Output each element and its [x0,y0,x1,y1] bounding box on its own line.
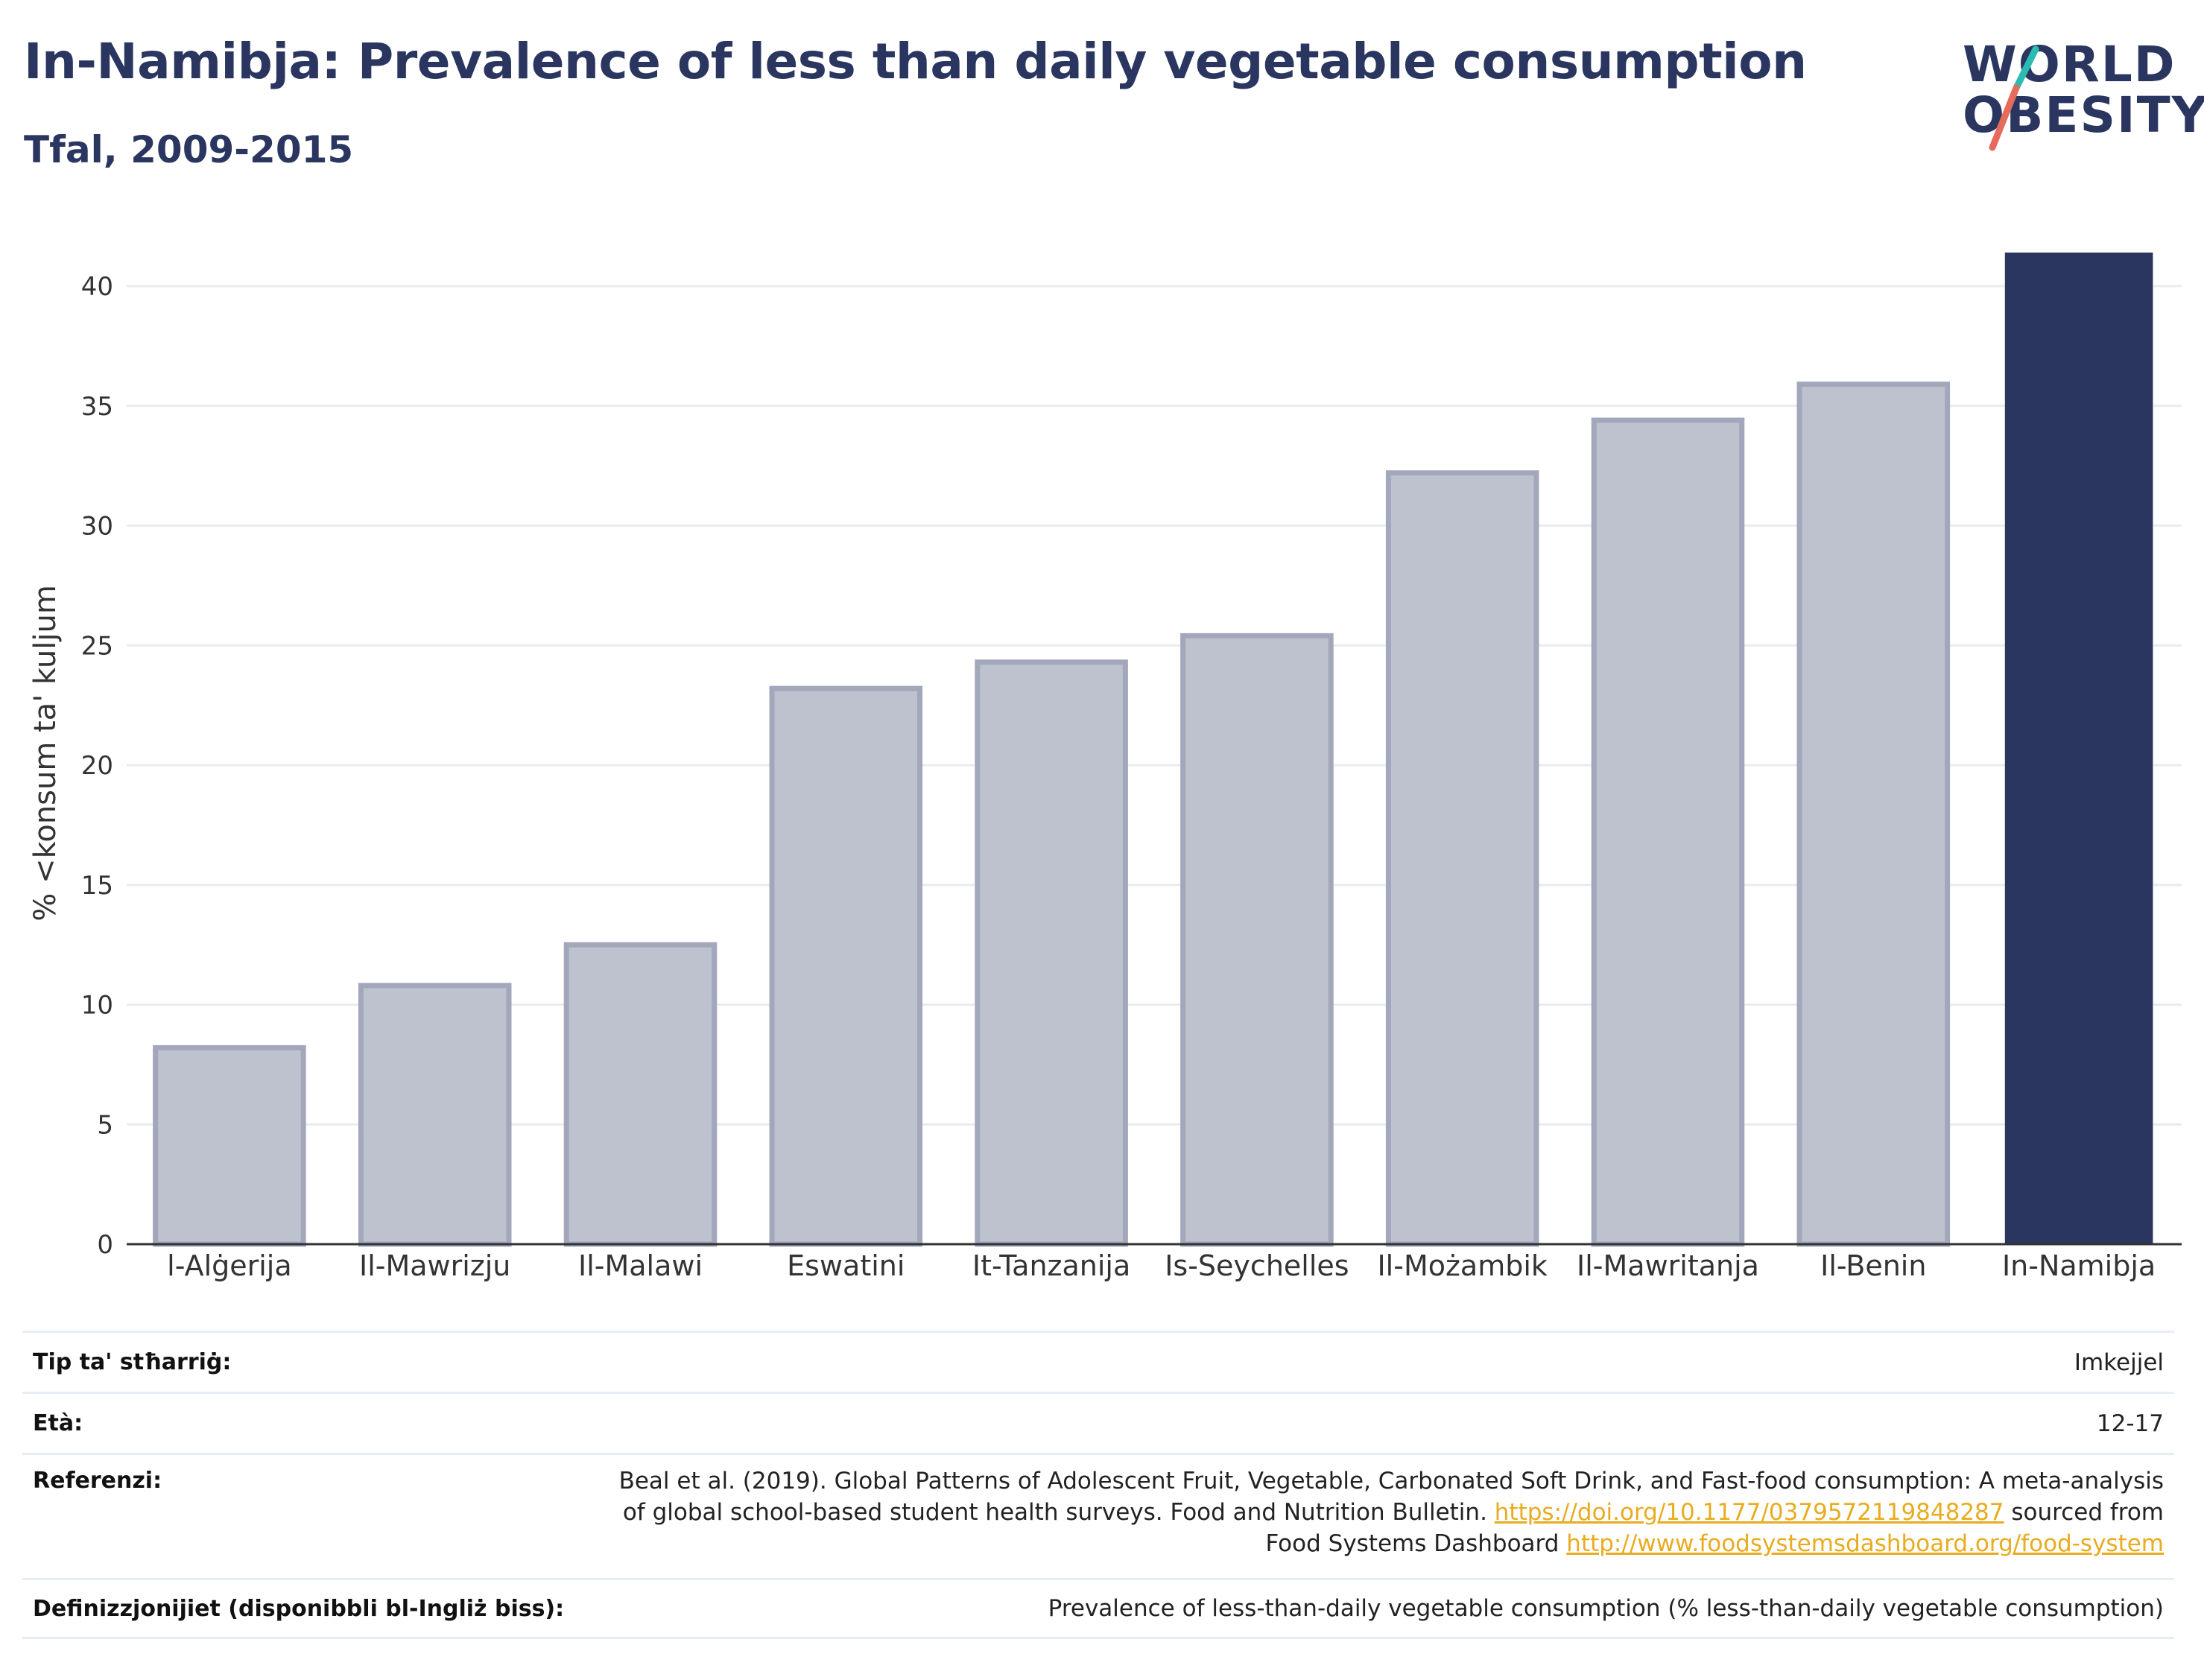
world-obesity-logo: WORLD OBESITY [1940,36,2204,155]
reference-text: Beal et al. (2019). Global Patterns of A… [618,1468,2164,1494]
logo-slash-icon [1989,45,2039,151]
bar [1385,470,1539,1247]
meta-key: Definizzjonijiet (disponibbli bl-Ingliż … [33,1595,565,1622]
dashboard-link[interactable]: http://www.foodsystemsdashboard.org/food… [1566,1530,2164,1557]
bar [1180,633,1334,1247]
chart-title: In-Namibja: Prevalence of less than dail… [24,33,1807,90]
x-category-label: Eswatini [787,1249,905,1282]
y-tick-label: 40 [81,272,113,302]
meta-value: Imkejjel [2074,1348,2164,1376]
reference-text: sourced from [2011,1499,2164,1526]
x-category-labels: l-Alġerija Il-Mawrizju Il-Malawi Eswatini It… [167,1249,2156,1282]
meta-row-references: Referenzi: Beal et al. (2019). Global Pa… [22,1453,2174,1578]
x-category-label: Il-Benin [1820,1249,1926,1282]
x-category-label: Il-Mawrizju [359,1249,510,1282]
chart-subtitle: Tfal, 2009-2015 [24,128,354,171]
metadata-table: Tip ta' stħarriġ: Imkejjel Età: 12-17 Re… [22,1331,2174,1639]
bar [975,659,1128,1247]
meta-row-definitions: Definizzjonijiet (disponibbli bl-Ingliż … [22,1578,2174,1639]
y-tick-label: 20 [81,751,113,781]
meta-value: Prevalence of less-than-daily vegetable … [1048,1595,2164,1622]
y-tick-label: 25 [81,631,113,661]
bar-chart: 0 5 10 15 20 25 30 35 40 l-Alġerija Il-Mawrizju Il… [28,252,2182,1282]
bar [1591,417,1745,1247]
bar [1796,381,1951,1247]
meta-value: 12-17 [2096,1410,2164,1437]
meta-key: Tip ta' stħarriġ: [33,1349,232,1375]
y-tick-label: 15 [81,871,113,901]
y-tick-label: 0 [97,1230,113,1260]
meta-key: Età: [33,1410,83,1436]
y-tick-label: 30 [81,512,113,542]
y-axis-title: % <konsum ta' kuljum [28,585,63,921]
logo-line-1: WORLD [1963,36,2176,93]
x-category-label: It-Tanzanija [972,1249,1130,1282]
bar [153,1045,306,1247]
meta-value: Beal et al. (2019). Global Patterns of A… [619,1465,2164,1559]
bar [563,942,718,1247]
x-category-label: l-Alġerija [167,1249,292,1282]
meta-row-survey-type: Tip ta' stħarriġ: Imkejjel [22,1331,2174,1392]
x-category-label: Il-Możambik [1377,1249,1547,1282]
x-category-label: Is-Seychelles [1165,1249,1349,1282]
meta-key: Referenzi: [33,1468,162,1494]
bar [358,983,512,1247]
y-tick-labels: 0 5 10 15 20 25 30 35 40 [81,272,113,1260]
x-category-label: Il-Malawi [578,1249,703,1282]
y-tick-label: 10 [81,991,113,1021]
bars [153,252,2153,1247]
reference-text: Food Systems Dashboard [1265,1530,1559,1557]
reference-text: of global school-based student health su… [622,1499,1487,1526]
x-category-label: In-Namibja [2002,1249,2156,1282]
x-category-label: Il-Mawritanja [1577,1249,1759,1282]
y-tick-label: 5 [97,1110,113,1140]
doi-link[interactable]: https://doi.org/10.1177/0379572119848287 [1494,1499,2004,1526]
meta-row-age: Età: 12-17 [22,1392,2174,1453]
y-tick-label: 35 [81,392,113,422]
bar [769,685,923,1247]
bar [2004,252,2153,1244]
